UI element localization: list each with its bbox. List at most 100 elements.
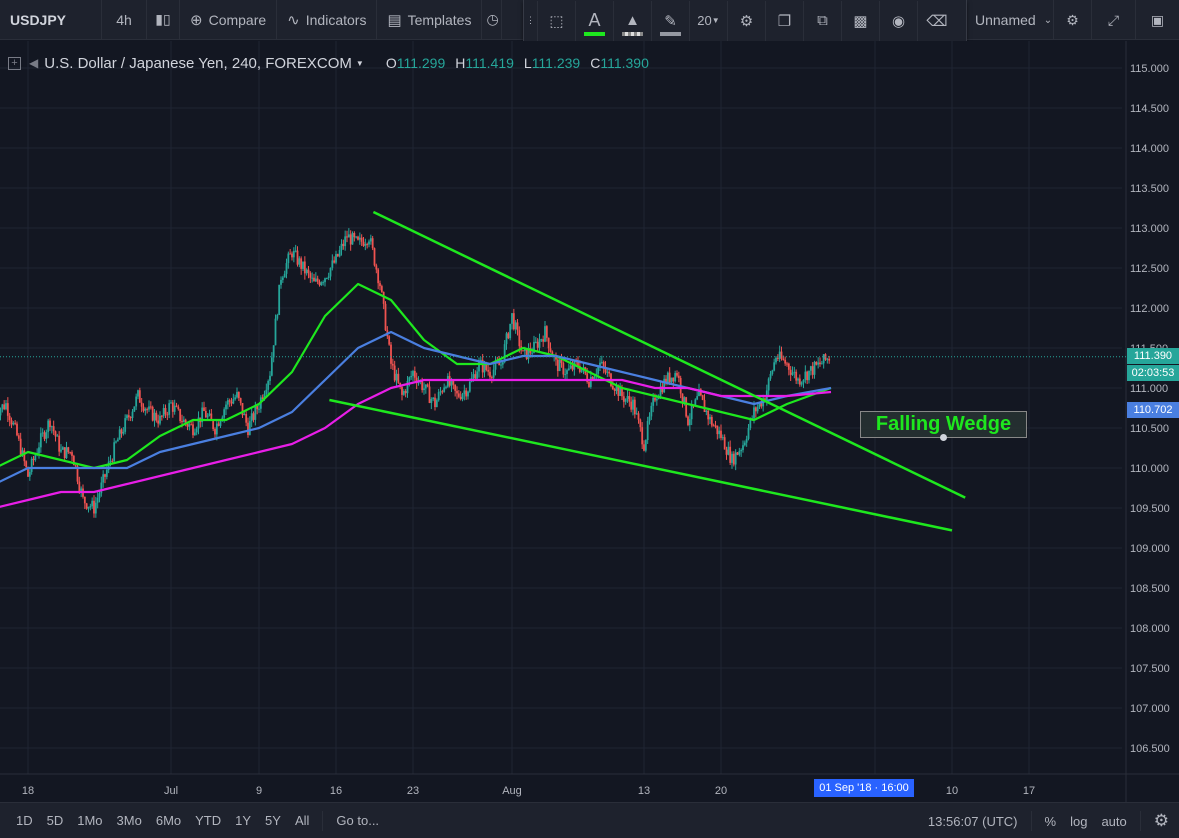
- candle-body: [485, 363, 488, 370]
- expand-icon[interactable]: +: [8, 56, 21, 70]
- candle-body: [377, 269, 380, 284]
- candle-body: [186, 423, 189, 427]
- select-tool-button[interactable]: ⬚: [538, 0, 576, 41]
- chart-settings-button[interactable]: ⚙: [1147, 811, 1179, 831]
- candle-body: [811, 366, 814, 375]
- candle-body: [278, 284, 281, 315]
- utc-clock[interactable]: 13:56:07 (UTC): [927, 813, 1018, 829]
- candle-body: [808, 370, 810, 381]
- range-ytd[interactable]: YTD: [195, 813, 222, 828]
- candle-body: [331, 260, 334, 268]
- range-all[interactable]: All: [294, 813, 310, 828]
- symbol-search[interactable]: USDJPY: [0, 0, 102, 40]
- compare-button[interactable]: ⊕ Compare: [180, 0, 278, 40]
- trendlines[interactable]: [329, 210, 966, 532]
- bottom-right: 13:56:07 (UTC) % log auto ⚙: [921, 803, 1179, 838]
- moving-averages: [0, 282, 832, 508]
- candle-body: [525, 348, 528, 360]
- candle-body: [725, 449, 728, 455]
- line-color-button[interactable]: ✎: [652, 0, 690, 41]
- candle-body: [63, 447, 66, 459]
- visual-order-button[interactable]: ❐: [766, 0, 804, 41]
- candle-body: [806, 371, 809, 381]
- candle-body: [467, 391, 469, 397]
- range-3mo[interactable]: 3Mo: [116, 813, 142, 828]
- fill-color-button[interactable]: ▲: [614, 0, 652, 41]
- range-5d[interactable]: 5D: [46, 813, 64, 828]
- range-1d[interactable]: 1D: [16, 813, 33, 828]
- font-size-dropdown[interactable]: 20 ▼: [690, 0, 728, 41]
- annotation-anchor-handle[interactable]: [940, 434, 947, 441]
- divider: [322, 810, 324, 831]
- candle-body: [804, 371, 807, 380]
- legend-title[interactable]: U.S. Dollar / Japanese Yen, 240, FOREXCO…: [44, 54, 352, 72]
- lock-button[interactable]: ▩: [842, 0, 880, 41]
- falling-wedge-label[interactable]: Falling Wedge: [860, 411, 1027, 438]
- candle-body: [749, 418, 752, 428]
- candle-body: [509, 323, 512, 339]
- range-1y[interactable]: 1Y: [235, 813, 252, 828]
- delete-button[interactable]: ⌫: [918, 1, 956, 41]
- log-toggle[interactable]: log: [1070, 813, 1088, 829]
- candlestick-icon: ▮▯: [155, 11, 171, 27]
- candle-body: [630, 401, 633, 410]
- indicators-button[interactable]: ∿ Indicators: [277, 0, 378, 40]
- letter-a-icon: A: [588, 10, 601, 30]
- candle-body: [432, 397, 435, 400]
- candle-body: [336, 254, 339, 257]
- interval-button[interactable]: 4h: [102, 0, 147, 40]
- candle-body: [412, 371, 414, 376]
- range-5y[interactable]: 5Y: [265, 813, 281, 828]
- chart-legend: + ◀ U.S. Dollar / Japanese Yen, 240, FOR…: [8, 52, 659, 74]
- drawing-settings-button[interactable]: ⚙: [728, 0, 766, 41]
- candle-body: [203, 407, 205, 411]
- chart-canvas[interactable]: 115.000 114.500 114.000 113.500 113.000 112.5…: [0, 0, 1179, 802]
- goto-button[interactable]: Go to...: [336, 813, 380, 828]
- candle-body: [437, 392, 440, 401]
- candle-body: [314, 278, 317, 282]
- candle-body: [809, 366, 812, 371]
- alert-button[interactable]: ◷: [482, 0, 503, 40]
- candle-body: [269, 375, 271, 381]
- candle-body: [366, 243, 369, 245]
- high-value: 111.419: [465, 55, 514, 71]
- auto-toggle[interactable]: auto: [1101, 813, 1127, 829]
- candle-body: [83, 496, 86, 504]
- candle-body: [481, 359, 484, 373]
- y-tick-label: 112.000: [1130, 303, 1169, 315]
- candle-body: [21, 450, 24, 456]
- chart-type-button[interactable]: ▮▯: [147, 0, 180, 40]
- text-color-button[interactable]: A: [576, 0, 614, 41]
- candle-body: [516, 322, 519, 331]
- candle-body: [353, 233, 356, 238]
- candle-body: [813, 361, 816, 375]
- fullscreen-button[interactable]: ⤢: [1091, 0, 1135, 40]
- candle-body: [364, 243, 367, 246]
- lock-icon: ▩: [853, 12, 868, 30]
- candle-body: [635, 413, 638, 415]
- range-1mo[interactable]: 1Mo: [77, 813, 103, 828]
- templates-button[interactable]: ▤ Templates: [377, 0, 483, 40]
- candle-body: [6, 403, 9, 416]
- range-6mo[interactable]: 6Mo: [155, 813, 182, 828]
- settings-button[interactable]: ⚙: [1053, 0, 1091, 40]
- candle-body: [604, 367, 607, 373]
- hide-button[interactable]: ◉: [880, 0, 918, 41]
- candle-body: [421, 380, 424, 391]
- candle-body: [173, 405, 176, 412]
- caret-left-icon: ◀: [29, 56, 39, 70]
- layout-name-button[interactable]: Unnamed ⌄: [965, 0, 1053, 40]
- moving-average-2: [0, 378, 832, 508]
- candle-body: [628, 396, 631, 402]
- clone-button[interactable]: ⧉: [804, 0, 842, 41]
- percent-toggle[interactable]: %: [1044, 813, 1057, 829]
- candle-body: [226, 400, 229, 405]
- candles: [0, 228, 831, 518]
- open-label: O: [385, 55, 397, 71]
- candle-body: [122, 431, 125, 434]
- candle-body: [672, 377, 675, 382]
- drag-handle[interactable]: ⋮: [524, 0, 538, 41]
- snapshot-button[interactable]: ▣: [1135, 0, 1179, 40]
- candle-body: [718, 430, 721, 435]
- candle-body: [747, 427, 750, 439]
